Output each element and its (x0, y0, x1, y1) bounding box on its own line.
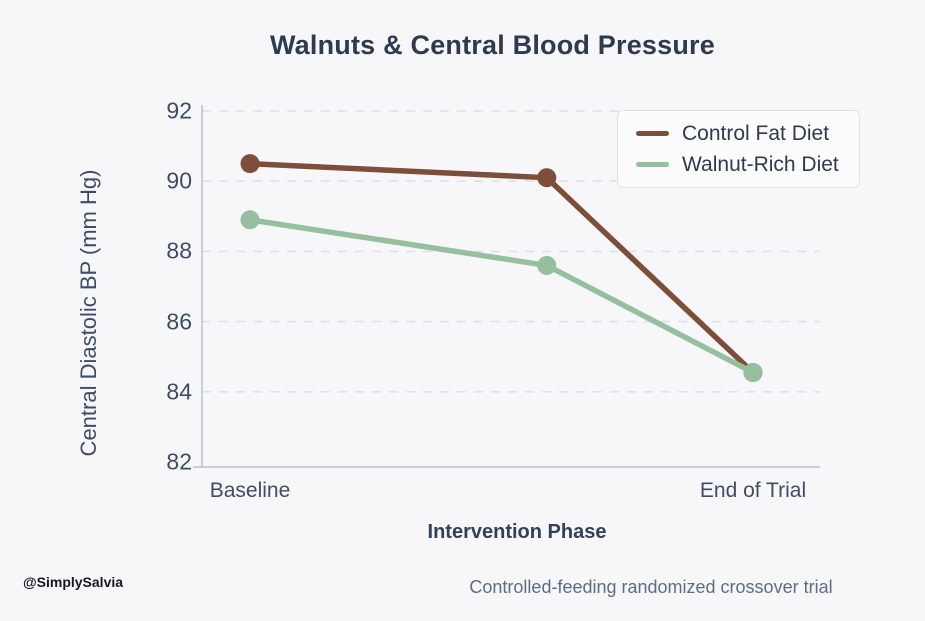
legend-swatch-icon (636, 162, 669, 167)
y-tick-label: 90 (166, 167, 192, 194)
data-point (240, 154, 260, 174)
x-tick-label: End of Trial (699, 479, 807, 502)
legend-label: Walnut-Rich Diet (682, 152, 839, 176)
chart-title: Walnuts & Central Blood Pressure (270, 30, 715, 60)
x-tick-label: Baseline (209, 479, 291, 502)
data-point (743, 362, 763, 382)
series-line (247, 160, 756, 376)
footnote: Controlled-feeding randomized crossover … (469, 577, 833, 597)
y-tick-label: 92 (166, 97, 192, 124)
legend-item: Walnut-Rich Diet (636, 153, 859, 177)
data-point (537, 255, 557, 275)
legend: Control Fat Diet Walnut-Rich Diet (617, 110, 860, 188)
data-point (240, 210, 260, 230)
watermark-handle: @SimplySalvia (23, 574, 124, 590)
series-line (247, 217, 756, 376)
y-tick-label: 86 (166, 308, 192, 335)
legend-item: Control Fat Diet (636, 122, 859, 146)
y-tick-label: 88 (166, 237, 192, 264)
legend-swatch-icon (636, 131, 669, 136)
y-tick-label: 84 (166, 378, 192, 405)
legend-label: Control Fat Diet (682, 121, 830, 145)
y-axis-label: Central Diastolic BP (mm Hg) (76, 169, 101, 457)
x-axis-label: Intervention Phase (427, 521, 607, 543)
y-tick-label: 82 (166, 448, 192, 475)
data-point (537, 168, 557, 188)
